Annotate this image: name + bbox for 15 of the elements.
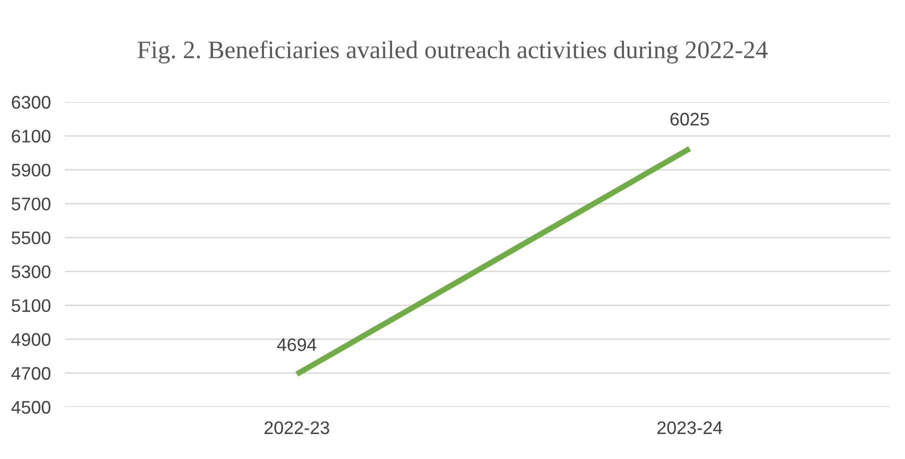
y-tick-label: 5900 — [12, 164, 50, 176]
chart-title: Fig. 2. Beneficiaries availed outreach activities during 2022-24 — [138, 40, 768, 64]
y-tick-label: 5300 — [12, 265, 50, 278]
data-label: 6025 — [670, 112, 709, 126]
y-tick-label: 5700 — [12, 198, 50, 210]
y-tick-label: 4700 — [11, 367, 50, 380]
x-tick-label: 2023-24 — [657, 421, 722, 434]
data-label: 4694 — [277, 338, 316, 352]
y-tick-label: 6100 — [12, 130, 50, 143]
y-tick-label: 4900 — [11, 333, 50, 346]
y-tick-label: 4500 — [11, 400, 50, 414]
y-tick-label: 6300 — [12, 96, 50, 109]
x-tick-label: 2022-23 — [264, 421, 330, 434]
y-tick-label: 5500 — [12, 231, 50, 244]
y-tick-label: 5100 — [12, 299, 50, 312]
